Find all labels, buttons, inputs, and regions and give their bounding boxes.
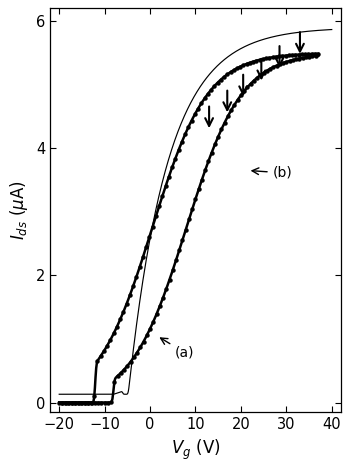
Y-axis label: $I_{ds}$ ($\mu$A): $I_{ds}$ ($\mu$A) xyxy=(8,180,30,240)
Text: (a): (a) xyxy=(161,338,195,360)
Text: (b): (b) xyxy=(252,166,293,180)
X-axis label: $V_g$ (V): $V_g$ (V) xyxy=(171,438,220,462)
